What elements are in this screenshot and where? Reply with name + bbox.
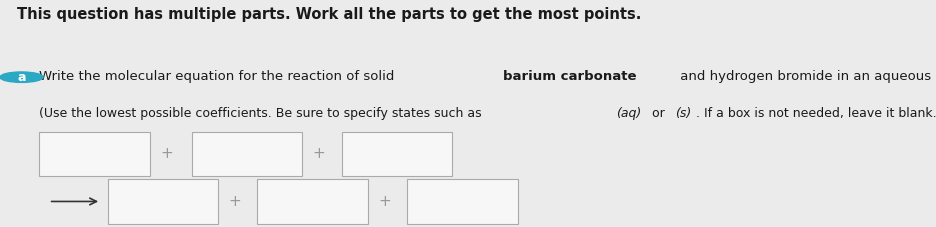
FancyBboxPatch shape [257,179,368,224]
Circle shape [0,72,43,82]
Text: barium carbonate: barium carbonate [504,69,636,83]
Text: +: + [313,146,326,161]
FancyBboxPatch shape [39,132,150,176]
FancyBboxPatch shape [407,179,518,224]
Text: a: a [17,71,26,84]
Text: . If a box is not needed, leave it blank. Use H: . If a box is not needed, leave it blank… [696,107,936,120]
Text: +: + [228,194,241,209]
Text: (Use the lowest possible coefficients. Be sure to specify states such as: (Use the lowest possible coefficients. B… [39,107,486,120]
FancyBboxPatch shape [342,132,452,176]
Text: +: + [378,194,391,209]
Text: +: + [160,146,173,161]
Text: (aq): (aq) [616,107,641,120]
FancyBboxPatch shape [192,132,302,176]
Text: Write the molecular equation for the reaction of solid: Write the molecular equation for the rea… [39,69,399,83]
Text: or: or [649,107,669,120]
Text: This question has multiple parts. Work all the parts to get the most points.: This question has multiple parts. Work a… [17,7,641,22]
Text: and hydrogen bromide in an aqueous solution.: and hydrogen bromide in an aqueous solut… [676,69,936,83]
FancyBboxPatch shape [108,179,218,224]
Text: (s): (s) [675,107,691,120]
